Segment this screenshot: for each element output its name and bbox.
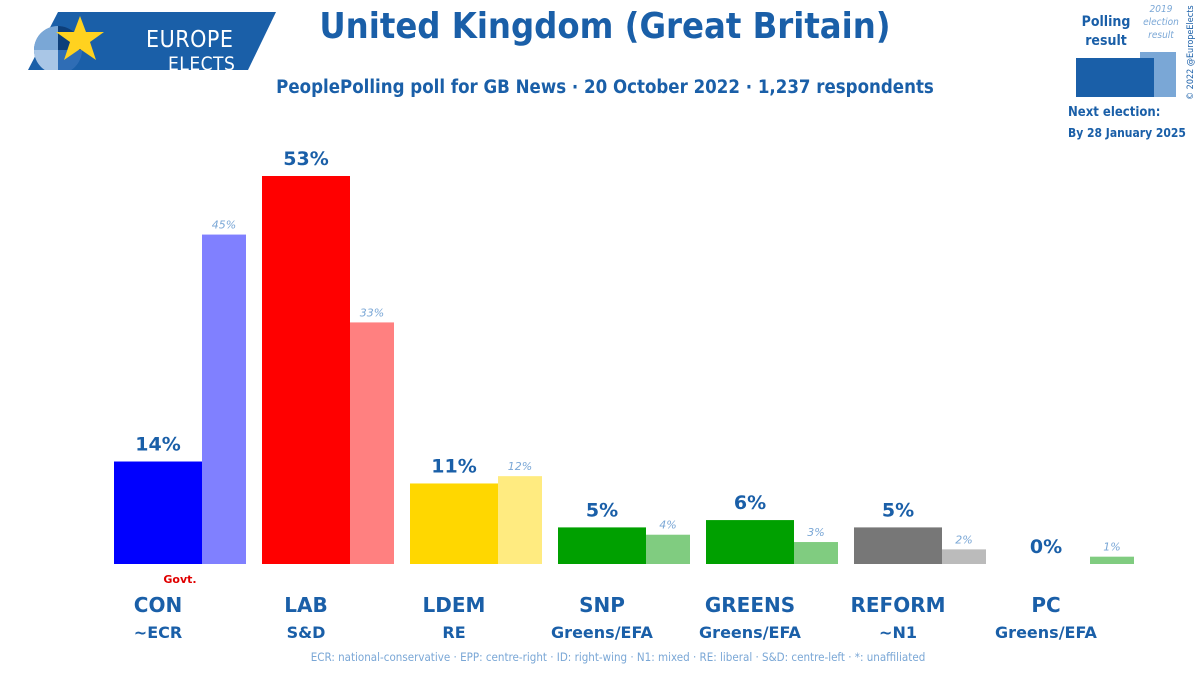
legend-election-label: 2019 election result — [1136, 3, 1186, 42]
legend-election-line1: 2019 — [1149, 4, 1173, 15]
label-2019-con: 45% — [212, 219, 236, 232]
party-name-lab: LAB — [284, 593, 327, 617]
chart-subtitle: PeoplePolling poll for GB News · 20 Octo… — [276, 77, 934, 98]
legend-polling-line1: Polling — [1081, 14, 1131, 30]
party-group-con: ~ECR — [134, 623, 182, 642]
label-poll-pc: 0% — [1030, 536, 1062, 558]
next-election-date: By 28 January 2025 — [1068, 126, 1186, 140]
party-name-pc: PC — [1031, 593, 1060, 617]
label-poll-con: 14% — [135, 434, 180, 456]
bar-poll-reform — [854, 527, 942, 564]
label-poll-greens: 6% — [734, 492, 766, 514]
copyright-text: © 2022 @EuropeElects — [1186, 5, 1196, 100]
party-name-ldem: LDEM — [423, 593, 486, 617]
legend-polling-line2: result — [1085, 33, 1127, 49]
bar-poll-ldem — [410, 483, 498, 564]
bar-2019-con — [202, 234, 246, 564]
label-poll-reform: 5% — [882, 499, 914, 521]
label-2019-greens: 3% — [807, 526, 824, 539]
europe-elects-logo: EUROPE ELECTS — [28, 12, 276, 75]
legend-election-line2: election — [1143, 17, 1179, 28]
footnote: ECR: national-conservative · EPP: centre… — [310, 650, 926, 664]
bar-2019-snp — [646, 534, 690, 564]
label-poll-snp: 5% — [586, 499, 618, 521]
party-group-reform: ~N1 — [879, 623, 917, 642]
label-2019-pc: 1% — [1103, 541, 1120, 554]
bar-2019-ldem — [498, 476, 542, 564]
bar-poll-con — [114, 461, 202, 564]
label-poll-lab: 53% — [283, 148, 328, 170]
legend-polling-label: Polling result — [1076, 13, 1136, 51]
party-group-greens: Greens/EFA — [699, 623, 802, 642]
legend-polling-swatch — [1076, 58, 1154, 97]
party-name-con: CON — [134, 593, 182, 617]
next-election-label: Next election: — [1068, 105, 1161, 120]
party-group-lab: S&D — [287, 623, 326, 642]
label-2019-snp: 4% — [659, 519, 676, 532]
chart-title: United Kingdom (Great Britain) — [319, 6, 891, 47]
bar-poll-lab — [262, 176, 350, 564]
label-2019-ldem: 12% — [508, 460, 532, 473]
party-group-snp: Greens/EFA — [551, 623, 654, 642]
party-name-snp: SNP — [579, 593, 625, 617]
party-name-reform: REFORM — [850, 593, 945, 617]
bar-poll-snp — [558, 527, 646, 564]
party-name-greens: GREENS — [705, 593, 795, 617]
label-2019-reform: 2% — [955, 533, 972, 546]
party-group-pc: Greens/EFA — [995, 623, 1098, 642]
govt-label: Govt. — [163, 573, 196, 586]
label-2019-lab: 33% — [360, 306, 384, 319]
bar-poll-greens — [706, 520, 794, 564]
label-poll-ldem: 11% — [431, 455, 476, 477]
logo-graphic — [28, 12, 276, 74]
party-group-ldem: RE — [442, 623, 465, 642]
bar-2019-pc — [1090, 556, 1134, 564]
logo-text-europe: EUROPE — [146, 27, 234, 53]
logo-text-elects: ELECTS — [168, 53, 236, 75]
bar-2019-greens — [794, 542, 838, 564]
bar-2019-reform — [942, 549, 986, 564]
legend-election-line3: result — [1148, 30, 1174, 41]
bar-2019-lab — [350, 322, 394, 564]
